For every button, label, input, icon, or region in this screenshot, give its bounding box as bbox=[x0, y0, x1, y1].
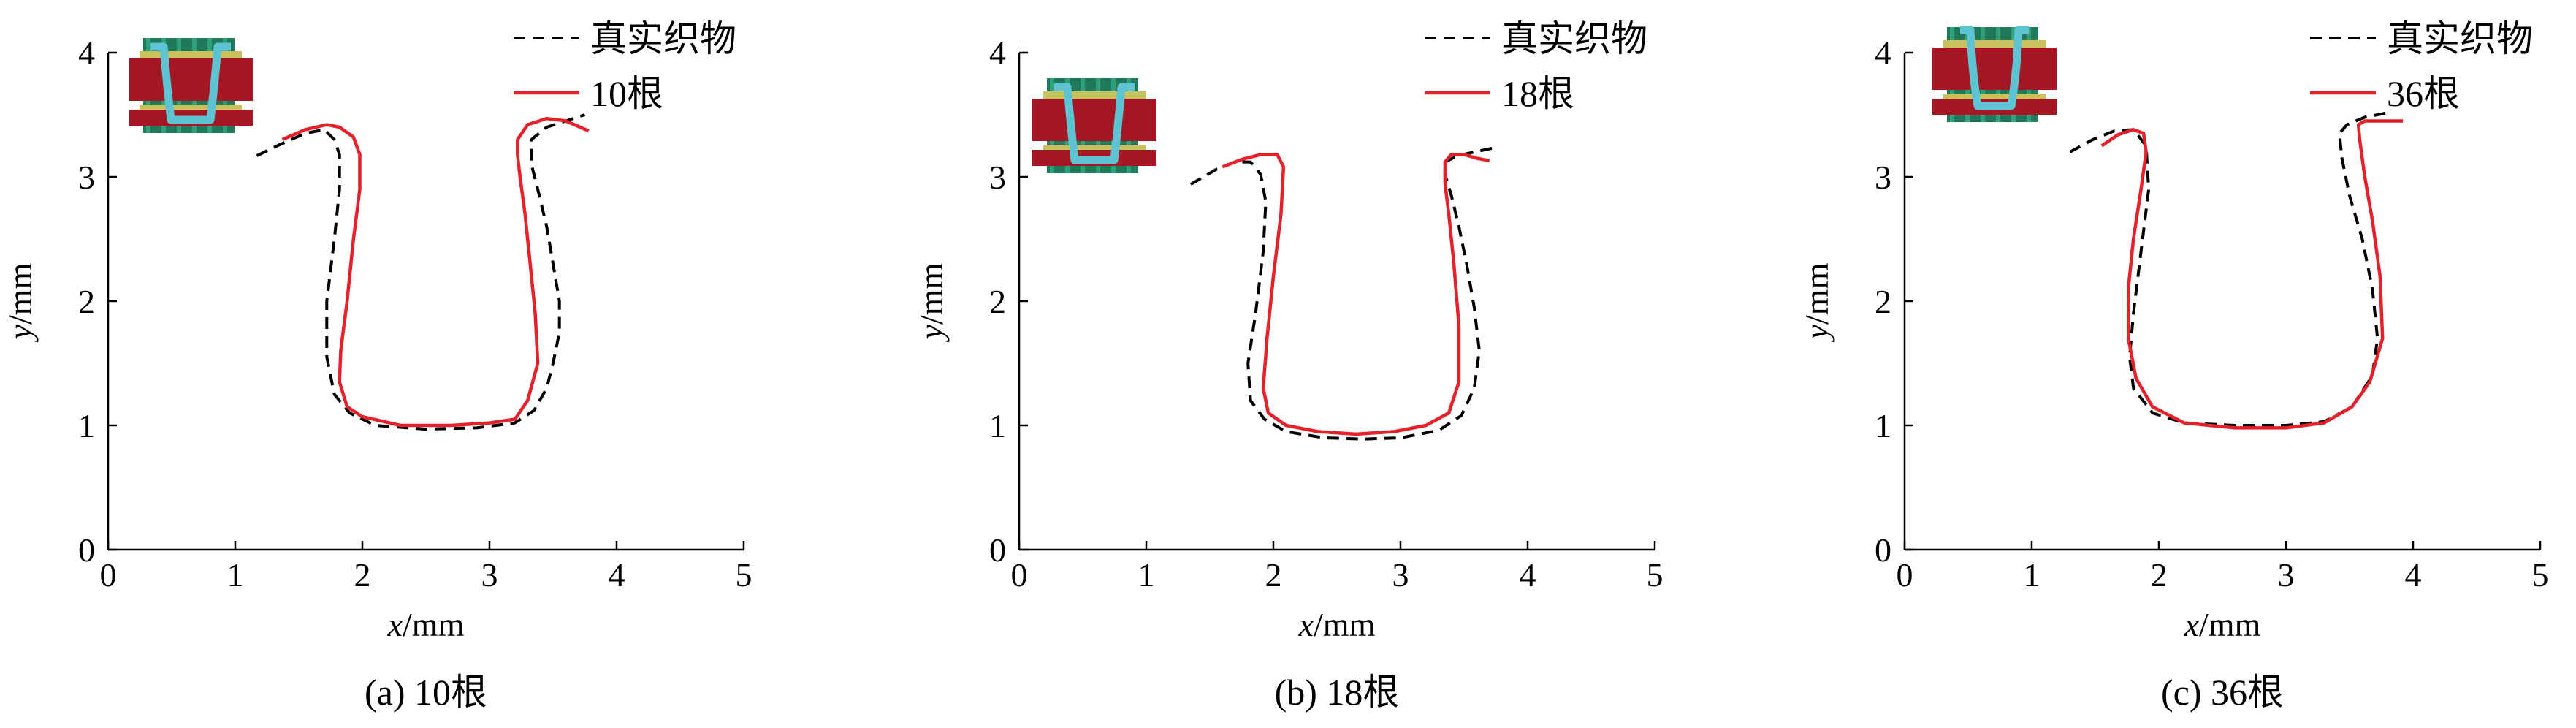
series-line-simulation bbox=[281, 116, 590, 428]
y-tick-label: 1 bbox=[1875, 407, 1891, 444]
x-tick-label: 0 bbox=[1897, 556, 1913, 594]
y-tick-label: 0 bbox=[78, 531, 95, 569]
y-axis-label: y/mm bbox=[912, 262, 950, 342]
panel-caption: (c) 36根 bbox=[2161, 672, 2284, 713]
x-tick-label: 3 bbox=[1392, 556, 1409, 594]
inset-yellow-band bbox=[140, 105, 242, 113]
x-tick-label: 3 bbox=[481, 556, 498, 594]
y-tick-label: 4 bbox=[78, 34, 95, 72]
y-tick-label: 4 bbox=[989, 34, 1006, 72]
x-tick-label: 2 bbox=[354, 556, 371, 594]
legend-label: 真实织物 bbox=[2387, 18, 2533, 59]
y-tick-label: 0 bbox=[1875, 531, 1891, 569]
legend-label: 36根 bbox=[2387, 73, 2460, 114]
legend-label: 18根 bbox=[1501, 73, 1574, 114]
series-line-real-fabric bbox=[1189, 146, 1493, 441]
legend-label: 真实织物 bbox=[590, 18, 736, 59]
y-axis-label: y/mm bbox=[1, 262, 39, 342]
x-tick-label: 1 bbox=[1138, 556, 1155, 594]
x-tick-label: 5 bbox=[736, 556, 752, 594]
y-tick-label: 1 bbox=[989, 407, 1006, 444]
y-tick-label: 3 bbox=[1875, 159, 1891, 196]
x-tick-label: 1 bbox=[2024, 556, 2040, 594]
y-tick-label: 0 bbox=[989, 531, 1006, 569]
x-tick-label: 0 bbox=[1011, 556, 1028, 594]
x-tick-label: 2 bbox=[1265, 556, 1282, 594]
fabric-inset-image bbox=[1032, 78, 1156, 173]
inset-red-band bbox=[129, 58, 253, 101]
x-axis-label: x/mm bbox=[2184, 606, 2261, 643]
y-tick-label: 1 bbox=[78, 407, 95, 444]
inset-cyan-yarn bbox=[1960, 26, 2029, 110]
fabric-inset-image bbox=[129, 38, 253, 133]
x-tick-label: 4 bbox=[1520, 556, 1536, 594]
inset-cyan-yarn bbox=[150, 42, 231, 124]
x-tick-label: 2 bbox=[2151, 556, 2168, 594]
y-tick-label: 4 bbox=[1875, 34, 1891, 72]
x-axis-label: x/mm bbox=[387, 606, 465, 643]
y-tick-label: 2 bbox=[989, 283, 1006, 320]
x-tick-label: 1 bbox=[227, 556, 244, 594]
legend-label: 10根 bbox=[590, 73, 663, 114]
y-tick-label: 2 bbox=[1875, 283, 1891, 320]
inset-red-band bbox=[1032, 99, 1156, 141]
inset-cyan-yarn bbox=[1054, 83, 1135, 164]
y-tick-label: 3 bbox=[78, 159, 95, 196]
x-tick-label: 5 bbox=[1647, 556, 1664, 594]
y-tick-label: 2 bbox=[78, 283, 95, 320]
series-line-real-fabric bbox=[2069, 110, 2391, 427]
series-line-simulation bbox=[1222, 153, 1490, 436]
panel-caption: (a) 10根 bbox=[365, 672, 487, 713]
chart-panel-2: 0 1 2 3 4 5 0 1 2 3 4 x/mm y/mm 真实织物 18根 (b) 18根 bbox=[912, 18, 1664, 713]
series-line-real-fabric bbox=[256, 113, 586, 431]
chart-panel-3: 0 1 2 3 4 5 0 1 2 3 4 x/mm y/mm 真实织物 36根 (c) 36根 bbox=[1798, 18, 2549, 713]
x-tick-label: 0 bbox=[100, 556, 117, 594]
x-tick-label: 4 bbox=[609, 556, 625, 594]
x-axis-label: x/mm bbox=[1298, 606, 1376, 643]
x-tick-label: 3 bbox=[2278, 556, 2295, 594]
inset-yellow-band bbox=[1943, 94, 2046, 102]
inset-yellow-band bbox=[1043, 145, 1146, 153]
x-tick-label: 5 bbox=[2532, 556, 2549, 594]
chart-panel-1: 0 1 2 3 4 5 0 1 2 3 4 x/mm y/mm 真实织物 10根 (a) 10根 bbox=[1, 18, 752, 713]
y-tick-label: 3 bbox=[989, 159, 1006, 196]
series-line-simulation bbox=[2100, 119, 2404, 430]
fabric-inset-image bbox=[1932, 26, 2057, 122]
legend-label: 真实织物 bbox=[1501, 18, 1647, 59]
x-tick-label: 4 bbox=[2405, 556, 2422, 594]
inset-red-band bbox=[1932, 48, 2057, 90]
y-axis-label: y/mm bbox=[1798, 262, 1835, 342]
panel-caption: (b) 18根 bbox=[1275, 672, 1400, 713]
